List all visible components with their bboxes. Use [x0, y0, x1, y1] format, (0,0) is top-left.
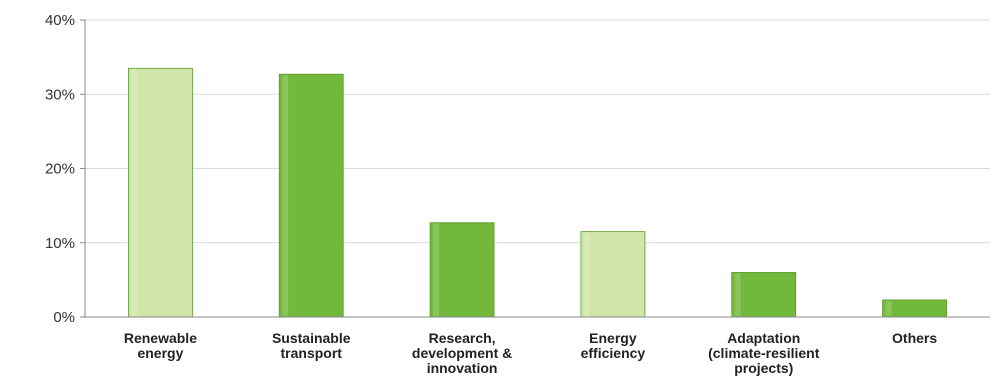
category-label: (climate-resilient: [708, 345, 820, 361]
bar-highlight: [885, 300, 892, 316]
bars: [128, 67, 947, 318]
bar: [278, 73, 344, 318]
category-label: Energy: [589, 330, 637, 346]
category-label: Research,: [429, 330, 496, 346]
category-label: innovation: [427, 360, 498, 376]
bar-highlight: [583, 232, 590, 316]
bar-highlight: [433, 223, 440, 316]
y-tick-labels: 0% 10% 20% 30% 40%: [45, 12, 75, 326]
bar: [580, 231, 646, 318]
y-tick-label: 40%: [45, 12, 75, 29]
bar: [128, 67, 193, 318]
y-tick-label: 10%: [45, 235, 75, 252]
y-tick-label: 30%: [45, 86, 75, 103]
category-label: transport: [281, 345, 343, 361]
bar: [731, 272, 797, 318]
bar: [429, 222, 495, 318]
category-label: development &: [412, 345, 512, 361]
bar: [882, 299, 947, 318]
category-label: energy: [137, 345, 183, 361]
bar-highlight: [131, 69, 138, 316]
category-label: Others: [892, 330, 937, 346]
y-tick-label: 20%: [45, 161, 75, 178]
category-label: Adaptation: [727, 330, 800, 346]
category-label: efficiency: [581, 345, 646, 361]
y-tick-label: 0%: [53, 309, 75, 326]
gridlines: [85, 19, 990, 244]
bar-highlight: [282, 75, 289, 316]
category-label: Renewable: [124, 330, 197, 346]
category-label: projects): [734, 360, 793, 376]
category-label: Sustainable: [272, 330, 351, 346]
axes: [80, 19, 990, 318]
bar-highlight: [734, 273, 741, 316]
